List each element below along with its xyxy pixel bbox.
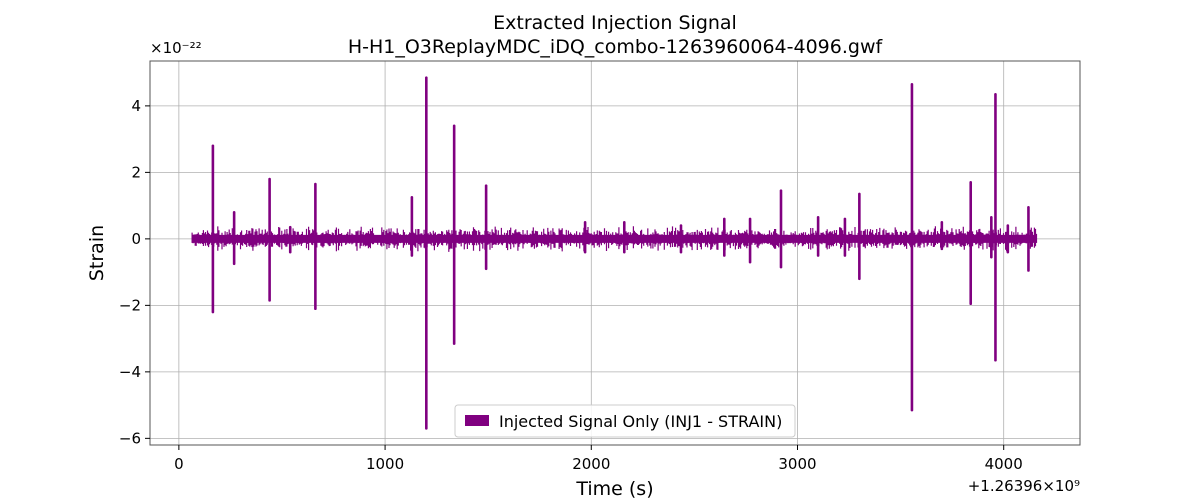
x-tick-label: 2000 <box>572 455 610 473</box>
x-axis-label: Time (s) <box>575 478 653 500</box>
y-tick-label: −2 <box>119 296 141 314</box>
legend-swatch <box>465 415 489 426</box>
y-tick-label: 2 <box>131 163 141 181</box>
legend-box <box>454 404 796 438</box>
signal-noise <box>191 226 1038 252</box>
data-layer <box>191 76 1038 430</box>
legend-label: Injected Signal Only (INJ1 - STRAIN) <box>499 412 782 431</box>
legend: Injected Signal Only (INJ1 - STRAIN) <box>454 404 796 438</box>
chart-subtitle: H-H1_O3ReplayMDC_iDQ_combo-1263960064-40… <box>348 36 884 58</box>
x-tick-label: 1000 <box>366 455 404 473</box>
x-axis-offset: +1.26396×10⁹ <box>968 477 1080 495</box>
y-tick-label: 0 <box>131 230 141 248</box>
x-tick-label: 4000 <box>985 455 1023 473</box>
tick-layer: 0 1000 2000 3000 4000 −6 −4 −2 0 2 4 <box>119 97 1023 473</box>
y-axis-label: Strain <box>86 225 108 281</box>
plot-frame <box>149 60 1081 446</box>
x-tick-label: 0 <box>174 455 184 473</box>
y-tick-label: 4 <box>131 97 141 115</box>
y-axis-multiplier: ×10⁻²² <box>150 39 202 57</box>
y-tick-label: −4 <box>119 363 141 381</box>
chart-title: Extracted Injection Signal <box>493 12 737 34</box>
x-tick-label: 3000 <box>778 455 816 473</box>
y-tick-label: −6 <box>119 429 141 447</box>
